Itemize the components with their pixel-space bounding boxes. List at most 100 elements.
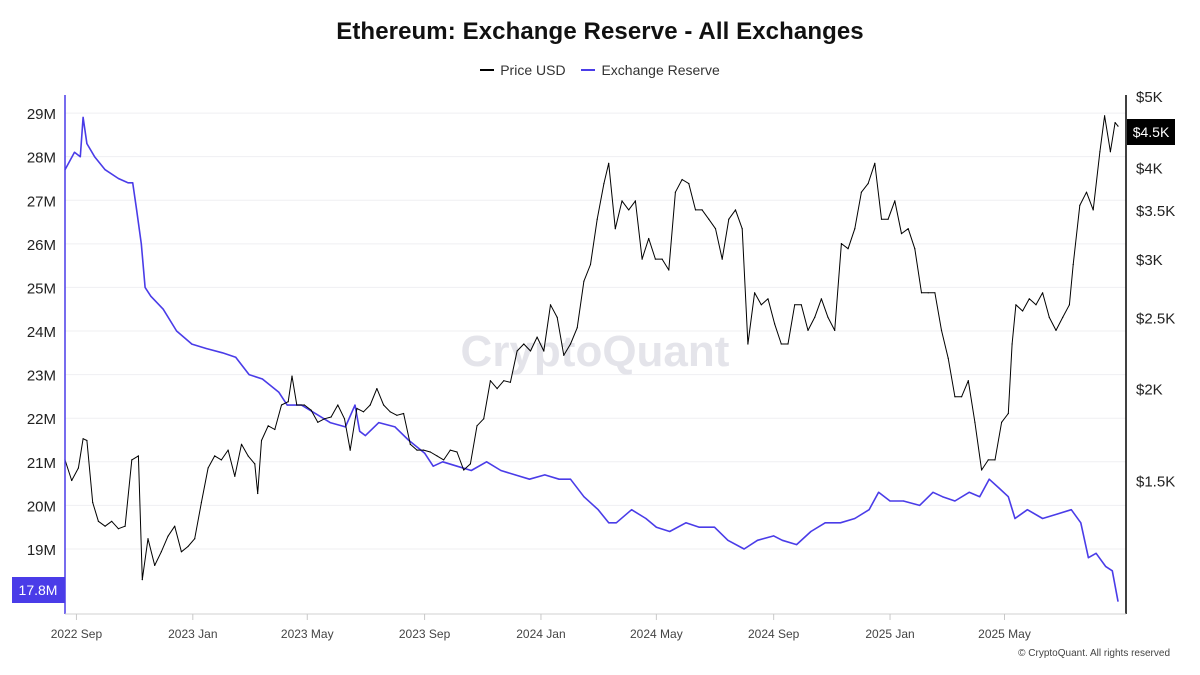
left-tick-label: 25M: [27, 280, 56, 297]
price-point: [987, 459, 989, 461]
price-point: [1055, 329, 1057, 331]
price-point: [234, 475, 236, 477]
reserve-point: [824, 522, 826, 524]
reserve-point: [645, 517, 647, 520]
price-point: [1085, 191, 1088, 193]
price-point: [940, 329, 943, 331]
price-point: [187, 545, 189, 548]
price-point: [71, 479, 73, 482]
price-point: [257, 492, 259, 495]
legend-item-reserve[interactable]: Exchange Reserve: [581, 62, 720, 78]
right-tick-label: $3.5K: [1136, 203, 1175, 220]
right-axis-ticks: $1.5K $2K $2.5K $3K $3.5K $4K $5K: [1136, 89, 1175, 491]
reserve-point: [424, 452, 426, 454]
price-point: [167, 535, 169, 537]
price-point: [82, 438, 84, 440]
right-tick-label: $2K: [1136, 382, 1163, 399]
price-point: [124, 525, 126, 527]
reserve-point: [127, 182, 129, 184]
price-point: [1001, 421, 1003, 423]
price-point: [860, 191, 863, 193]
reserve-point: [796, 544, 798, 546]
reserve-point: [82, 116, 84, 118]
reserve-point: [79, 156, 81, 158]
price-point: [77, 467, 79, 469]
price-point: [137, 455, 139, 457]
reserve-point: [286, 404, 288, 406]
price-point: [280, 404, 283, 406]
legend-label-price: Price USD: [500, 62, 566, 78]
copyright-notice: © CryptoQuant. All rights reserved: [1018, 648, 1170, 659]
price-point: [961, 396, 963, 398]
price-point: [734, 209, 737, 211]
reserve-point: [698, 526, 700, 528]
reserve-point: [583, 496, 585, 498]
price-point: [767, 298, 769, 300]
price-point: [887, 218, 889, 220]
price-point: [1015, 304, 1017, 306]
price-point: [174, 525, 176, 527]
price-point: [794, 304, 796, 306]
left-tick-label: 21M: [27, 455, 56, 472]
price-point: [1007, 412, 1009, 415]
price-point: [362, 411, 365, 413]
price-point: [847, 248, 849, 250]
price-point: [1092, 209, 1094, 211]
reserve-point: [1007, 496, 1009, 498]
reserve-point: [456, 465, 458, 467]
price-point: [814, 316, 816, 318]
price-point: [416, 449, 418, 451]
price-point: [369, 404, 371, 406]
reserve-point: [162, 308, 164, 310]
price-point: [141, 579, 143, 581]
price-point: [721, 258, 723, 260]
price-point: [423, 449, 425, 451]
price-point: [200, 501, 202, 504]
price-point: [747, 343, 749, 345]
reserve-point: [1056, 513, 1058, 515]
price-point: [227, 449, 229, 451]
price-point: [914, 248, 916, 250]
price-point: [86, 439, 88, 442]
price-point: [800, 304, 802, 306]
price-point: [1022, 310, 1024, 312]
price-point: [807, 329, 809, 331]
x-tick-label: 2024 May: [630, 627, 683, 641]
price-point: [874, 162, 876, 164]
price-point: [92, 501, 94, 504]
price-point: [563, 354, 565, 356]
price-point: [220, 459, 222, 461]
price-point: [634, 200, 637, 202]
price-point: [1099, 151, 1101, 153]
price-point: [867, 183, 869, 185]
price-point: [974, 421, 976, 423]
grid: [65, 112, 1126, 550]
right-tick-label: $3K: [1136, 252, 1163, 269]
price-point: [589, 263, 592, 266]
price-point: [97, 520, 99, 522]
price-point: [628, 209, 630, 211]
reserve-point: [1042, 517, 1044, 520]
left-tick-label: 23M: [27, 368, 56, 385]
price-point: [1062, 316, 1064, 318]
price-point: [596, 218, 598, 220]
price-point: [303, 404, 305, 406]
price-point: [154, 564, 156, 567]
reserve-point: [378, 422, 380, 424]
price-point: [456, 451, 458, 453]
price-point: [330, 416, 332, 418]
reserve-point: [979, 496, 981, 498]
price-point: [383, 404, 385, 406]
price-point: [741, 228, 743, 230]
price-point: [349, 449, 351, 451]
reserve-point: [500, 469, 502, 472]
legend-item-price[interactable]: Price USD: [480, 62, 566, 78]
x-tick-label: 2024 Jan: [516, 627, 565, 641]
price-point: [449, 449, 451, 451]
price-point: [556, 316, 558, 318]
reserve-point: [954, 500, 956, 502]
reserve-point: [998, 487, 1000, 489]
price-point: [1042, 292, 1044, 294]
left-tick-label: 29M: [27, 106, 56, 123]
price-point: [254, 463, 256, 465]
